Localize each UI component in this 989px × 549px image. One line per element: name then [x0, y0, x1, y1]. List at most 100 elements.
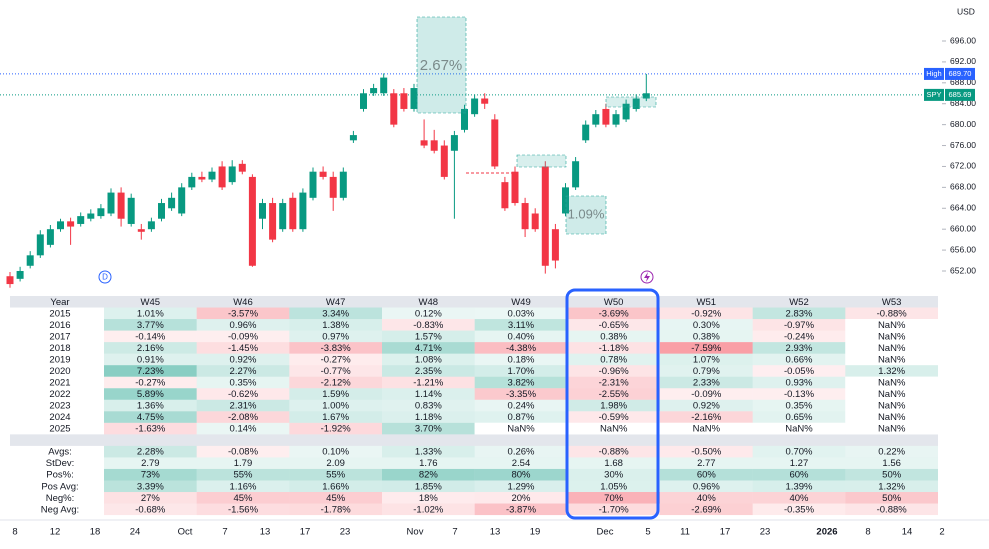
- cell-bg: [567, 445, 660, 458]
- cell-bg: [845, 319, 938, 331]
- cell-value: -0.97%: [784, 320, 815, 331]
- cell-value: NaN%: [878, 320, 906, 331]
- cell-bg: [289, 457, 382, 469]
- cell-value: 40%: [697, 493, 717, 504]
- cell-bg: [660, 480, 753, 493]
- time-tick-label: 11: [680, 527, 690, 538]
- time-tick-label: 17: [720, 527, 731, 538]
- cell-bg: [196, 365, 290, 377]
- cell-value: 3.82%: [508, 377, 535, 388]
- cell-value: 18%: [419, 493, 439, 504]
- cell-value: 1.05%: [600, 481, 627, 492]
- cell-value: 55%: [233, 470, 253, 481]
- cell-value: -1.63%: [135, 424, 166, 435]
- cell-value: 2.83%: [786, 308, 813, 319]
- cell-value: 1.07%: [693, 354, 720, 365]
- cell-value: NaN%: [878, 343, 906, 354]
- time-tick-label: Oct: [178, 527, 193, 538]
- candle-body: [158, 203, 165, 219]
- time-tick-label: 17: [300, 527, 311, 538]
- cell-bg: [196, 376, 290, 389]
- candle-body: [168, 197, 176, 209]
- measure-label: 2.67%: [420, 57, 463, 74]
- candle-body: [400, 93, 408, 109]
- cell-value: NaN%: [878, 354, 906, 365]
- candle-body: [259, 203, 266, 219]
- price-tick-label: 680.00: [950, 119, 976, 129]
- cell-bg: [567, 388, 660, 400]
- cell-value: 0.40%: [508, 331, 535, 342]
- cell-bg: [382, 480, 475, 493]
- cell-value: 2.79: [141, 458, 160, 469]
- cell-bg: [752, 445, 846, 458]
- cell-value: 3.70%: [415, 424, 442, 435]
- cell-value: 60%: [789, 470, 809, 481]
- cell-value: 1.16%: [230, 481, 257, 492]
- cell-value: -0.96%: [599, 366, 630, 377]
- cell-bg: [196, 411, 290, 423]
- row-label: 2015: [49, 308, 70, 319]
- cell-bg: [104, 388, 197, 400]
- column-header: W45: [141, 297, 161, 308]
- cell-bg: [752, 342, 846, 354]
- cell-bg: [660, 342, 753, 354]
- row-label: Neg Avg:: [41, 504, 79, 515]
- cell-bg: [196, 468, 290, 481]
- cell-value: 50%: [882, 470, 902, 481]
- cell-bg: [196, 330, 290, 343]
- lightning-icon: [644, 272, 650, 282]
- cell-value: 0.66%: [786, 354, 813, 365]
- cell-value: 1.70%: [508, 366, 535, 377]
- cell-value: -0.59%: [599, 412, 630, 423]
- cell-value: -1.70%: [599, 504, 630, 515]
- cell-value: NaN%: [878, 424, 906, 435]
- cell-bg: [845, 445, 938, 458]
- cell-value: 0.03%: [508, 308, 535, 319]
- cell-bg: [196, 388, 290, 400]
- cell-bg: [104, 365, 197, 377]
- cell-value: 1.27: [790, 458, 809, 469]
- cell-value: -0.50%: [691, 447, 722, 458]
- time-tick-label: 18: [90, 527, 101, 538]
- cell-value: 60%: [697, 470, 717, 481]
- cell-bg: [289, 353, 382, 366]
- candle-body: [137, 229, 145, 232]
- price-tag: [945, 67, 975, 80]
- cell-value: -0.24%: [784, 331, 815, 342]
- cell-value: 1.18%: [415, 412, 442, 423]
- cell-value: 0.38%: [600, 331, 627, 342]
- cell-bg: [660, 307, 753, 320]
- candle-body: [178, 187, 186, 214]
- candle-body: [360, 93, 367, 109]
- cell-bg: [567, 399, 660, 412]
- cell-bg: [382, 422, 475, 435]
- column-header: W48: [419, 297, 439, 308]
- row-label: Pos%:: [46, 470, 73, 481]
- cell-bg: [567, 307, 660, 320]
- cell-bg: [382, 457, 475, 469]
- cell-bg: [752, 480, 846, 493]
- column-highlight: [565, 288, 660, 520]
- event-badge[interactable]: [98, 270, 112, 284]
- cell-value: 1.08%: [415, 354, 442, 365]
- cell-value: 1.67%: [322, 412, 349, 423]
- candle-body: [562, 187, 569, 214]
- cell-value: 73%: [141, 470, 161, 481]
- time-tick-label: Nov: [407, 527, 424, 538]
- column-header: W52: [789, 297, 809, 308]
- time-tick-label: 7: [452, 527, 457, 538]
- cell-bg: [474, 445, 568, 458]
- candle-body: [339, 171, 347, 198]
- candle-body: [57, 221, 64, 230]
- price-tag: [924, 88, 944, 101]
- cell-bg: [382, 468, 475, 481]
- cell-bg: [660, 319, 753, 331]
- candle-body: [6, 276, 14, 285]
- cell-bg: [289, 399, 382, 412]
- cell-bg: [752, 388, 846, 400]
- cell-bg: [660, 399, 753, 412]
- row-label: Pos Avg:: [41, 481, 78, 492]
- row-label: 2018: [49, 343, 70, 354]
- measure-box: [565, 195, 607, 235]
- cell-bg: [289, 330, 382, 343]
